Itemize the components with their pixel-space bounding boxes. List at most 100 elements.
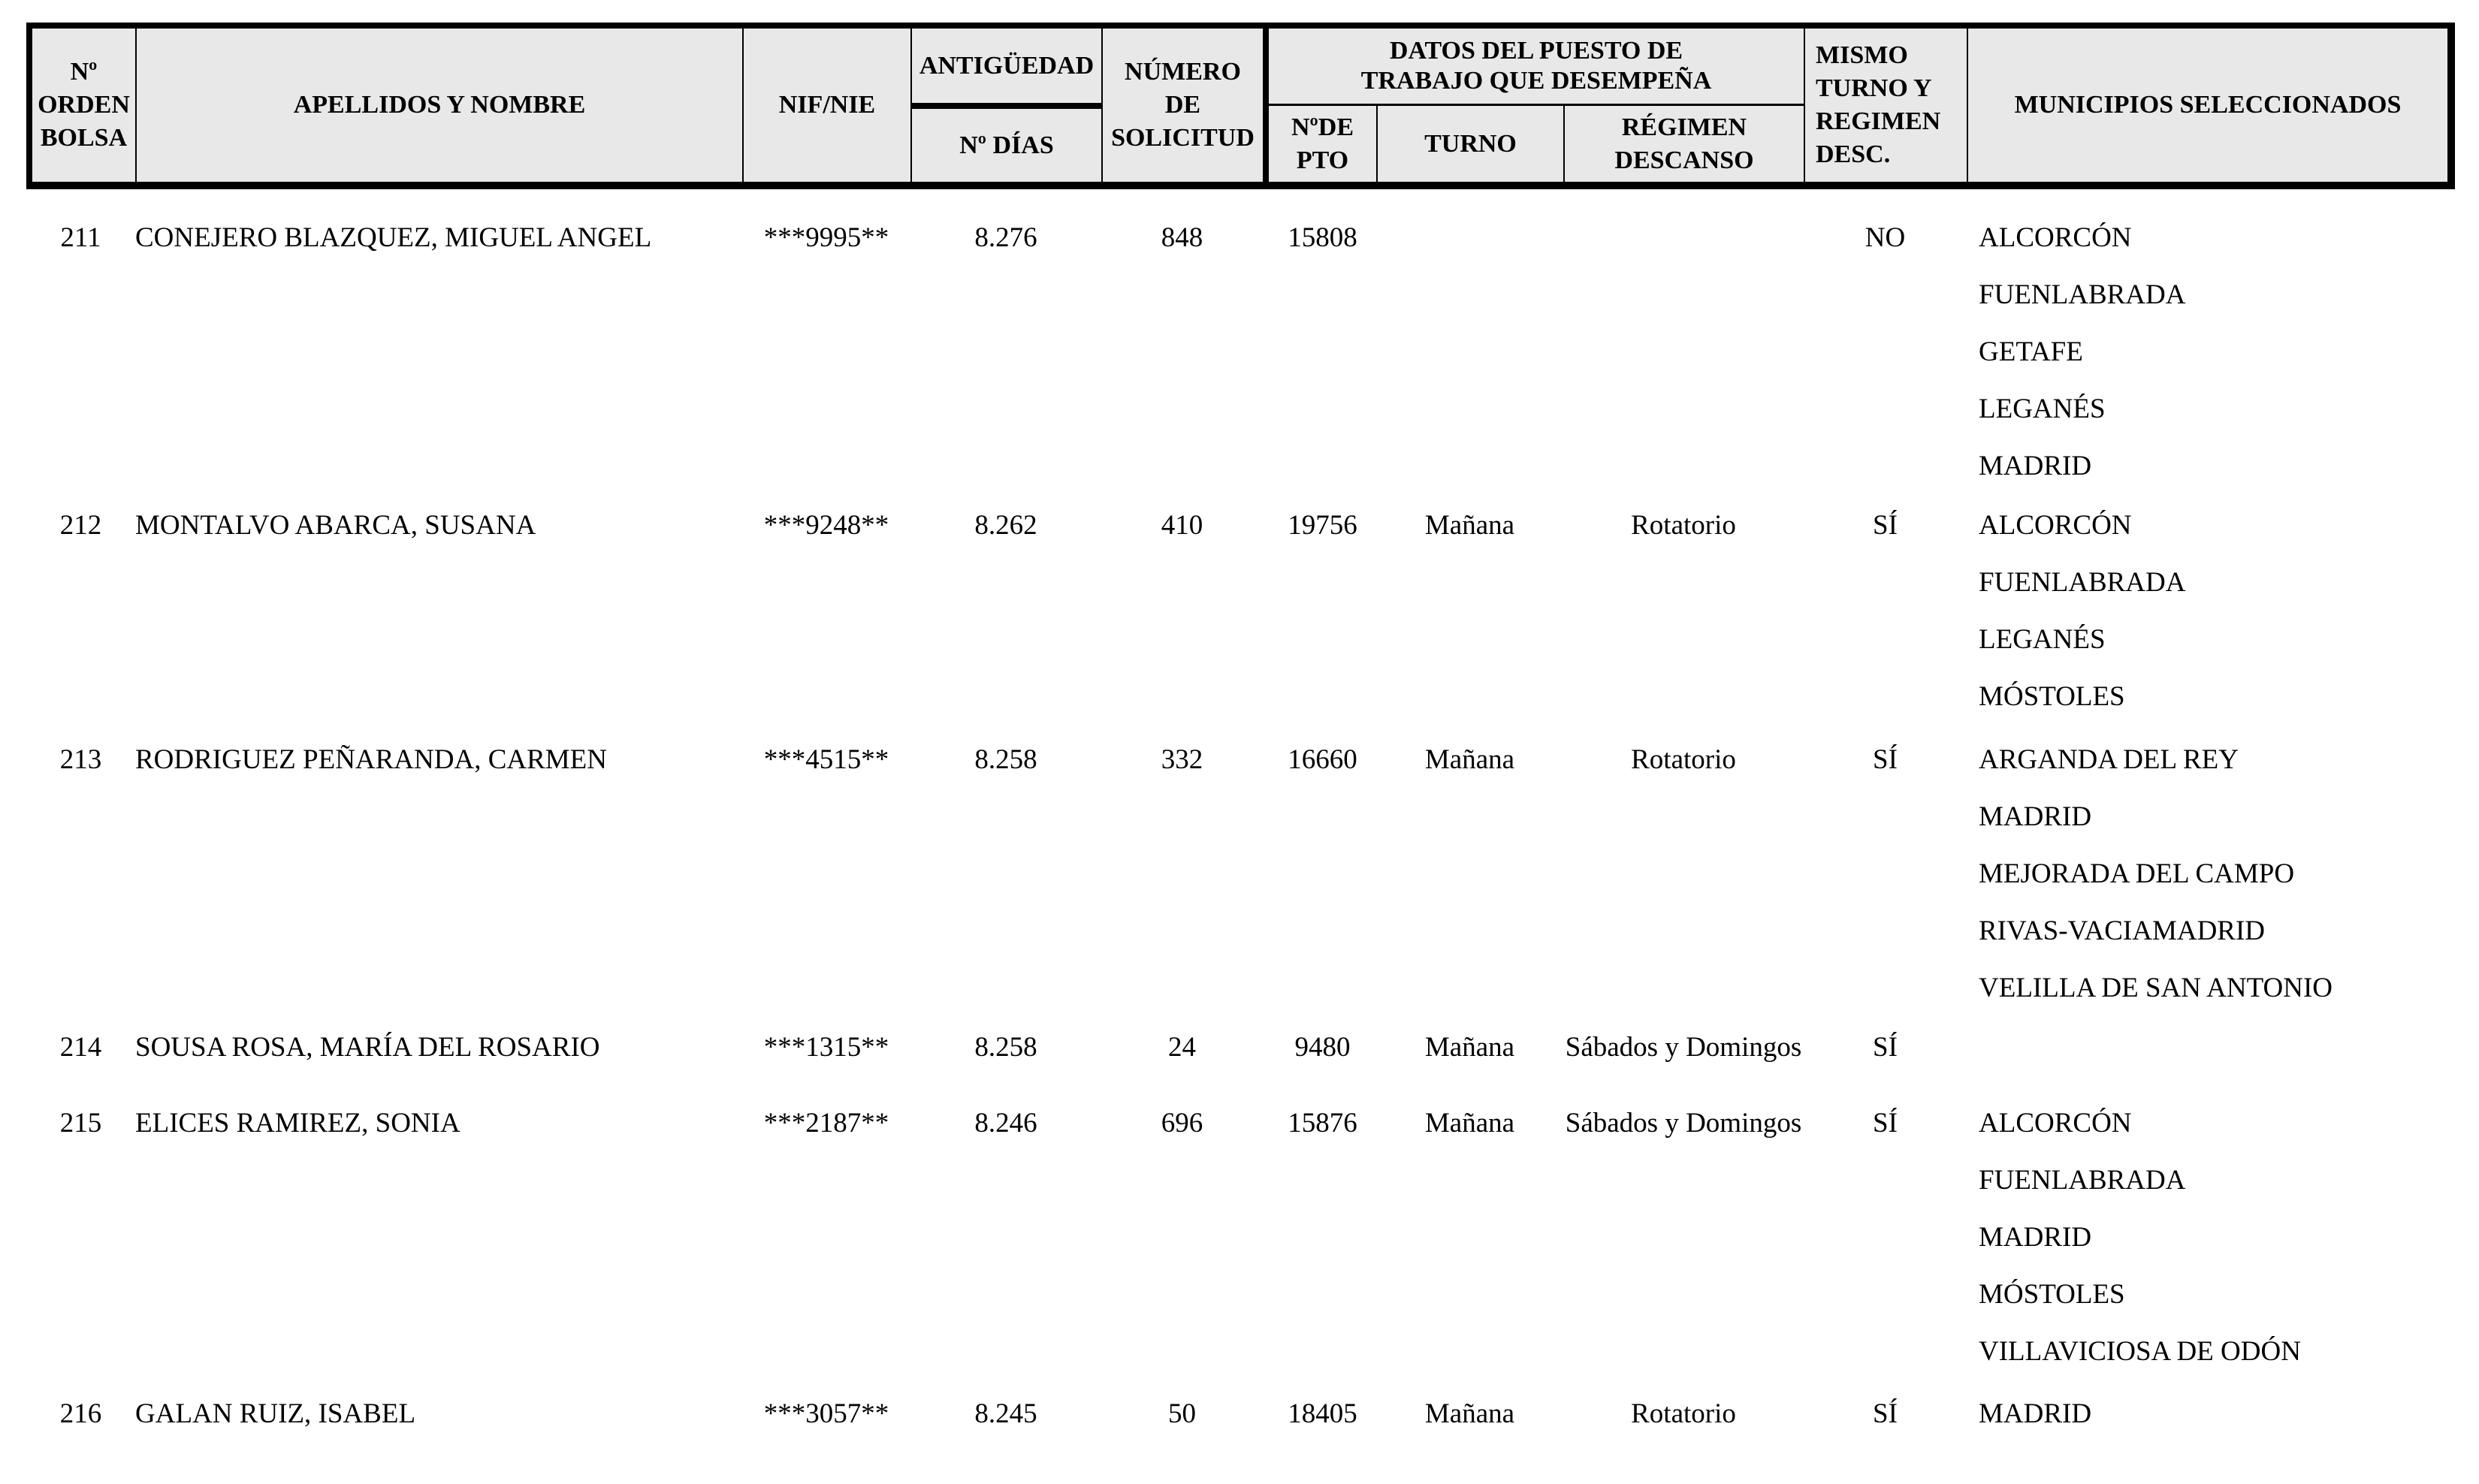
- divider-antiguedad-solicitud: [1101, 29, 1103, 182]
- cell-orden-bolsa: 214: [59, 1032, 102, 1063]
- municipality-item: FUENLABRADA: [1979, 279, 2186, 310]
- col-header-regimen-descanso: RÉGIMEN DESCANSO: [1614, 113, 1754, 174]
- cell-mismo-turno: SÍ: [1873, 1108, 1898, 1139]
- municipality-item: VILLAVICIOSA DE ODÓN: [1979, 1336, 2301, 1367]
- cell-municipios: ALCORCÓN FUENLABRADA MADRID MÓSTOLES VIL…: [1967, 1095, 2455, 1380]
- table-body: 211 CONEJERO BLAZQUEZ, MIGUEL ANGEL ***9…: [0, 189, 2479, 1443]
- divider-orden-apellidos: [135, 29, 137, 182]
- municipality-item: LEGANÉS: [1979, 394, 2106, 424]
- table-row: 215 ELICES RAMIREZ, SONIA ***2187** 8.24…: [26, 1095, 2479, 1380]
- table-row: 212 MONTALVO ABARCA, SUSANA ***9248** 8.…: [26, 497, 2479, 725]
- col-header-nif-nie: NIF/NIE: [778, 91, 876, 119]
- divider-thick-solicitud-datos: [1263, 29, 1269, 182]
- municipality-item: MÓSTOLES: [1979, 1279, 2125, 1310]
- cell-turno: Mañana: [1424, 1032, 1515, 1063]
- cell-municipios: ARGANDA DEL REY MADRID MEJORADA DEL CAMP…: [1967, 731, 2455, 1017]
- cell-municipios: MADRID: [1967, 1386, 2455, 1443]
- municipality-item: MADRID: [1979, 451, 2092, 481]
- municipality-item: FUENLABRADA: [1979, 1165, 2186, 1196]
- cell-numero-solicitud: 848: [1161, 222, 1203, 253]
- col-header-n-dias: Nº DÍAS: [959, 131, 1054, 159]
- table-row: 214 SOUSA ROSA, MARÍA DEL ROSARIO ***131…: [26, 1019, 2479, 1076]
- cell-turno: Mañana: [1424, 1108, 1515, 1139]
- municipality-item: MEJORADA DEL CAMPO: [1979, 858, 2295, 889]
- col-header-turno: TURNO: [1424, 129, 1517, 158]
- cell-numero-puesto: 9480: [1294, 1032, 1351, 1063]
- municipality-item: ARGANDA DEL REY: [1979, 744, 2239, 775]
- col-header-apellidos-nombre: APELLIDOS Y NOMBRE: [293, 91, 586, 119]
- divider-apellidos-nif: [742, 29, 744, 182]
- cell-numero-puesto: 16660: [1288, 744, 1357, 775]
- cell-orden-bolsa: 212: [59, 510, 102, 541]
- cell-municipios: ALCORCÓN FUENLABRADA GETAFE LEGANÉS MADR…: [1967, 210, 2455, 495]
- municipality-item: FUENLABRADA: [1979, 567, 2186, 598]
- cell-regimen-descanso: Rotatorio: [1631, 744, 1736, 775]
- cell-numero-solicitud: 24: [1168, 1032, 1196, 1063]
- cell-apellidos-nombre: ELICES RAMIREZ, SONIA: [135, 1108, 460, 1139]
- divider-mismo-municipios: [1967, 29, 1968, 182]
- col-header-antiguedad: ANTIGÜEDAD: [919, 51, 1095, 80]
- cell-nif-nie: ***3057**: [763, 1398, 889, 1429]
- col-header-orden-bolsa: Nº ORDEN BOLSA: [38, 58, 130, 152]
- cell-regimen-descanso: Rotatorio: [1631, 510, 1736, 541]
- cell-antiguedad-dias: 8.262: [974, 510, 1037, 541]
- municipality-item: GETAFE: [1979, 336, 2083, 367]
- municipality-item: ALCORCÓN: [1979, 1108, 2132, 1139]
- cell-orden-bolsa: 211: [60, 222, 101, 253]
- cell-numero-puesto: 15876: [1288, 1108, 1357, 1139]
- divider-antiguedad-dias: [912, 103, 1101, 109]
- col-group-header-datos-puesto: DATOS DEL PUESTO DE TRABAJO QUE DESEMPEÑ…: [1360, 37, 1712, 95]
- cell-antiguedad-dias: 8.258: [974, 1032, 1037, 1063]
- divider-datos-subheaders: [1269, 104, 1804, 106]
- cell-mismo-turno: NO: [1865, 222, 1906, 253]
- cell-antiguedad-dias: 8.246: [974, 1108, 1037, 1139]
- col-header-numero-solicitud: NÚMERO DE SOLICITUD: [1111, 58, 1255, 152]
- cell-nif-nie: ***9248**: [763, 510, 889, 541]
- divider-pto-turno: [1376, 106, 1378, 182]
- municipality-item: LEGANÉS: [1979, 624, 2106, 655]
- table-row: 211 CONEJERO BLAZQUEZ, MIGUEL ANGEL ***9…: [26, 210, 2479, 495]
- cell-apellidos-nombre: GALAN RUIZ, ISABEL: [135, 1398, 416, 1429]
- cell-apellidos-nombre: RODRIGUEZ PEÑARANDA, CARMEN: [135, 744, 607, 775]
- table-header: Nº ORDEN BOLSA APELLIDOS Y NOMBRE NIF/NI…: [26, 23, 2455, 189]
- table-header-grid: Nº ORDEN BOLSA APELLIDOS Y NOMBRE NIF/NI…: [32, 29, 2447, 182]
- cell-mismo-turno: SÍ: [1873, 744, 1898, 775]
- cell-regimen-descanso: Sábados y Domingos: [1565, 1032, 1802, 1063]
- cell-apellidos-nombre: SOUSA ROSA, MARÍA DEL ROSARIO: [135, 1032, 600, 1063]
- cell-antiguedad-dias: 8.258: [974, 744, 1037, 775]
- municipality-item: VELILLA DE SAN ANTONIO: [1979, 973, 2333, 1003]
- cell-nif-nie: ***1315**: [763, 1032, 889, 1063]
- divider-nif-antiguedad: [910, 29, 912, 182]
- cell-turno: Mañana: [1424, 510, 1515, 541]
- cell-numero-solicitud: 696: [1161, 1108, 1203, 1139]
- cell-turno: Mañana: [1424, 1398, 1515, 1429]
- col-header-n-pto: NºDE PTO: [1291, 113, 1354, 174]
- cell-nif-nie: ***9995**: [763, 222, 889, 253]
- cell-numero-puesto: 18405: [1288, 1398, 1357, 1429]
- col-header-municipios-seleccionados: MUNICIPIOS SELECCIONADOS: [2014, 91, 2402, 119]
- cell-numero-puesto: 19756: [1288, 510, 1357, 541]
- col-header-mismo-turno-regimen: MISMO TURNO Y REGIMEN DESC.: [1816, 41, 1941, 168]
- cell-regimen-descanso: Rotatorio: [1631, 1398, 1736, 1429]
- municipality-item: MADRID: [1979, 1398, 2092, 1429]
- cell-apellidos-nombre: MONTALVO ABARCA, SUSANA: [135, 510, 536, 541]
- cell-orden-bolsa: 216: [59, 1398, 102, 1429]
- cell-nif-nie: ***4515**: [763, 744, 889, 775]
- municipality-item: ALCORCÓN: [1979, 222, 2132, 253]
- table-row: 216 GALAN RUIZ, ISABEL ***3057** 8.245 5…: [26, 1386, 2479, 1443]
- cell-apellidos-nombre: CONEJERO BLAZQUEZ, MIGUEL ANGEL: [135, 222, 652, 253]
- cell-antiguedad-dias: 8.276: [974, 222, 1037, 253]
- cell-mismo-turno: SÍ: [1873, 510, 1898, 541]
- cell-mismo-turno: SÍ: [1873, 1398, 1898, 1429]
- cell-numero-solicitud: 410: [1161, 510, 1203, 541]
- table-row: 213 RODRIGUEZ PEÑARANDA, CARMEN ***4515*…: [26, 731, 2479, 1017]
- municipality-item: MADRID: [1979, 1222, 2092, 1253]
- municipality-item: ALCORCÓN: [1979, 510, 2132, 541]
- divider-regimen-mismo: [1804, 29, 1805, 182]
- cell-numero-puesto: 15808: [1288, 222, 1357, 253]
- cell-nif-nie: ***2187**: [763, 1108, 889, 1139]
- cell-orden-bolsa: 213: [59, 744, 102, 775]
- cell-municipios: ALCORCÓN FUENLABRADA LEGANÉS MÓSTOLES: [1967, 497, 2455, 725]
- cell-regimen-descanso: Sábados y Domingos: [1565, 1108, 1802, 1139]
